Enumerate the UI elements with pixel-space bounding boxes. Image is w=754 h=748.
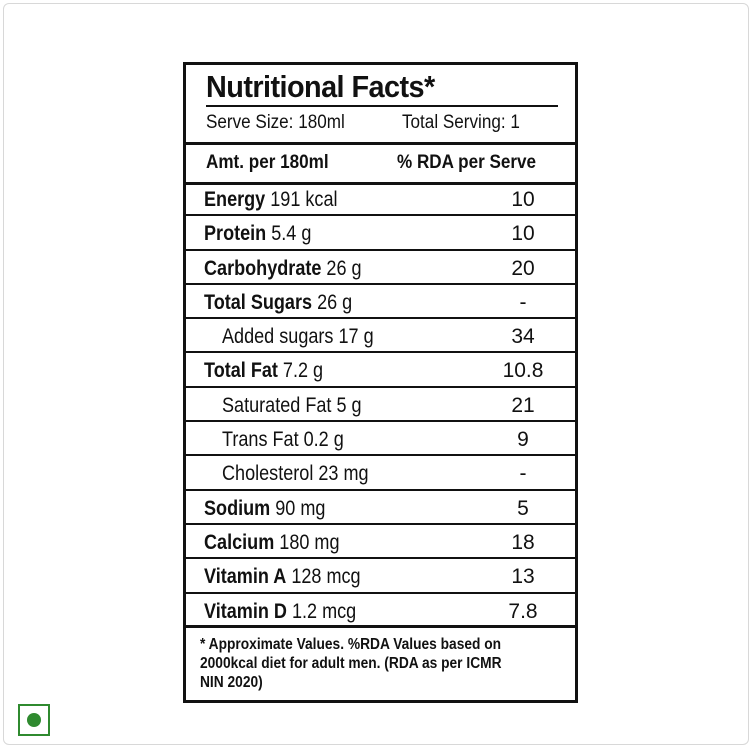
veg-mark-icon [18,704,50,736]
nutrient-name: Carbohydrate [204,256,322,280]
nutrient-label: Saturated Fat 5 g [222,394,362,418]
nutrient-rda: 18 [511,530,535,554]
nutrient-label: Protein 5.4 g [204,222,311,246]
nutrient-name: Vitamin A [204,565,287,589]
product-image-card: Nutritional Facts* Serve Size: 180ml Tot… [3,3,749,745]
nutrient-row: Total Fat 7.2 g 10.8 [186,353,575,388]
nutrient-amount: 7.2 g [277,359,324,383]
footnote-line: 2000kcal diet for adult men. (RDA as per… [200,655,502,672]
nutrient-rda: 13 [511,565,535,589]
nutrient-rda: 10 [511,188,535,211]
nutrient-amount: Cholesterol 23 mg [222,462,369,486]
nutrient-row: Protein 5.4 g 10 [186,216,575,251]
nutrient-label: Energy 191 kcal [204,188,338,212]
nutrient-row: Carbohydrate 26 g 20 [186,251,575,285]
nutrient-rda: 7.8 [508,599,538,623]
footnote-line: NIN 2020) [200,674,263,691]
nutrient-row: Energy 191 kcal 10 [186,182,575,217]
total-serving: Total Serving: 1 [402,112,520,133]
nutrient-rda: 10.8 [502,359,544,383]
nutrient-amount: Saturated Fat 5 g [222,393,362,417]
nutrient-amount: 26 g [321,256,362,280]
nutrient-amount: Trans Fat 0.2 g [222,428,344,452]
footnote-line: * Approximate Values. %RDA Values based … [200,636,502,653]
nutrient-name: Total Sugars [204,290,313,314]
nutrient-row: Trans Fat 0.2 g 9 [186,422,575,457]
column-header-row: Amt. per 180ml % RDA per Serve [186,145,575,185]
nutrient-rows: Energy 191 kcal 10 Protein 5.4 g 10 Carbohyd… [186,182,575,628]
nutrient-label: Calcium 180 mg [204,531,340,555]
label-title: Nutritional Facts* [206,69,435,104]
nutrient-name: Total Fat [204,359,278,383]
nutrient-label: Carbohydrate 26 g [204,257,362,281]
nutrient-row: Saturated Fat 5 g 21 [186,388,575,423]
nutrient-label: Vitamin A 128 mcg [204,565,361,589]
nutrient-row: Sodium 90 mg 5 [186,491,575,525]
nutrient-label: Total Sugars 26 g [204,291,352,315]
nutrient-label: Sodium 90 mg [204,497,325,521]
nutrient-name: Protein [204,222,267,246]
nutrient-name: Calcium [204,530,275,554]
nutrient-rda: 9 [517,428,529,452]
nutrient-rda: 5 [517,496,529,520]
nutrient-rda: 21 [511,393,535,417]
nutrient-rda: 34 [511,325,535,349]
nutrient-label: Trans Fat 0.2 g [222,428,344,452]
nutrient-rda: - [519,462,527,486]
nutrient-amount: 128 mcg [286,565,361,589]
nutrient-rda: - [519,290,527,314]
nutrient-row: Total Sugars 26 g - [186,285,575,320]
nutrient-amount: 26 g [312,290,353,314]
serve-size: Serve Size: 180ml [206,112,345,133]
nutrient-label: Vitamin D 1.2 mcg [204,600,356,624]
footnote: * Approximate Values. %RDA Values based … [200,635,553,692]
nutrient-row: Vitamin A 128 mcg 13 [186,559,575,594]
nutrient-amount: 5.4 g [266,222,312,246]
column-header-rda: % RDA per Serve [397,152,537,173]
nutrient-name: Sodium [204,496,271,520]
nutrient-label: Added sugars 17 g [222,325,374,349]
nutrient-row: Cholesterol 23 mg - [186,456,575,491]
nutrient-name: Energy [204,188,266,211]
nutrition-facts-label: Nutritional Facts* Serve Size: 180ml Tot… [183,62,578,703]
column-header-amount: Amt. per 180ml [206,152,329,173]
nutrient-amount: 1.2 mcg [286,599,357,623]
nutrient-amount: 180 mg [274,530,340,554]
nutrient-name: Vitamin D [204,599,287,623]
nutrient-amount: 191 kcal [265,188,338,211]
nutrient-row: Calcium 180 mg 18 [186,525,575,560]
nutrient-rda: 20 [511,256,535,280]
nutrient-amount: 90 mg [270,496,326,520]
nutrient-rda: 10 [511,222,535,246]
title-rule [206,105,558,107]
veg-mark-dot [27,713,41,727]
nutrient-amount: Added sugars 17 g [222,325,374,349]
nutrient-row: Vitamin D 1.2 mcg 7.8 [186,594,575,628]
nutrient-label: Total Fat 7.2 g [204,359,323,383]
nutrient-row: Added sugars 17 g 34 [186,319,575,354]
nutrient-label: Cholesterol 23 mg [222,462,369,486]
label-header: Nutritional Facts* Serve Size: 180ml Tot… [186,65,575,145]
